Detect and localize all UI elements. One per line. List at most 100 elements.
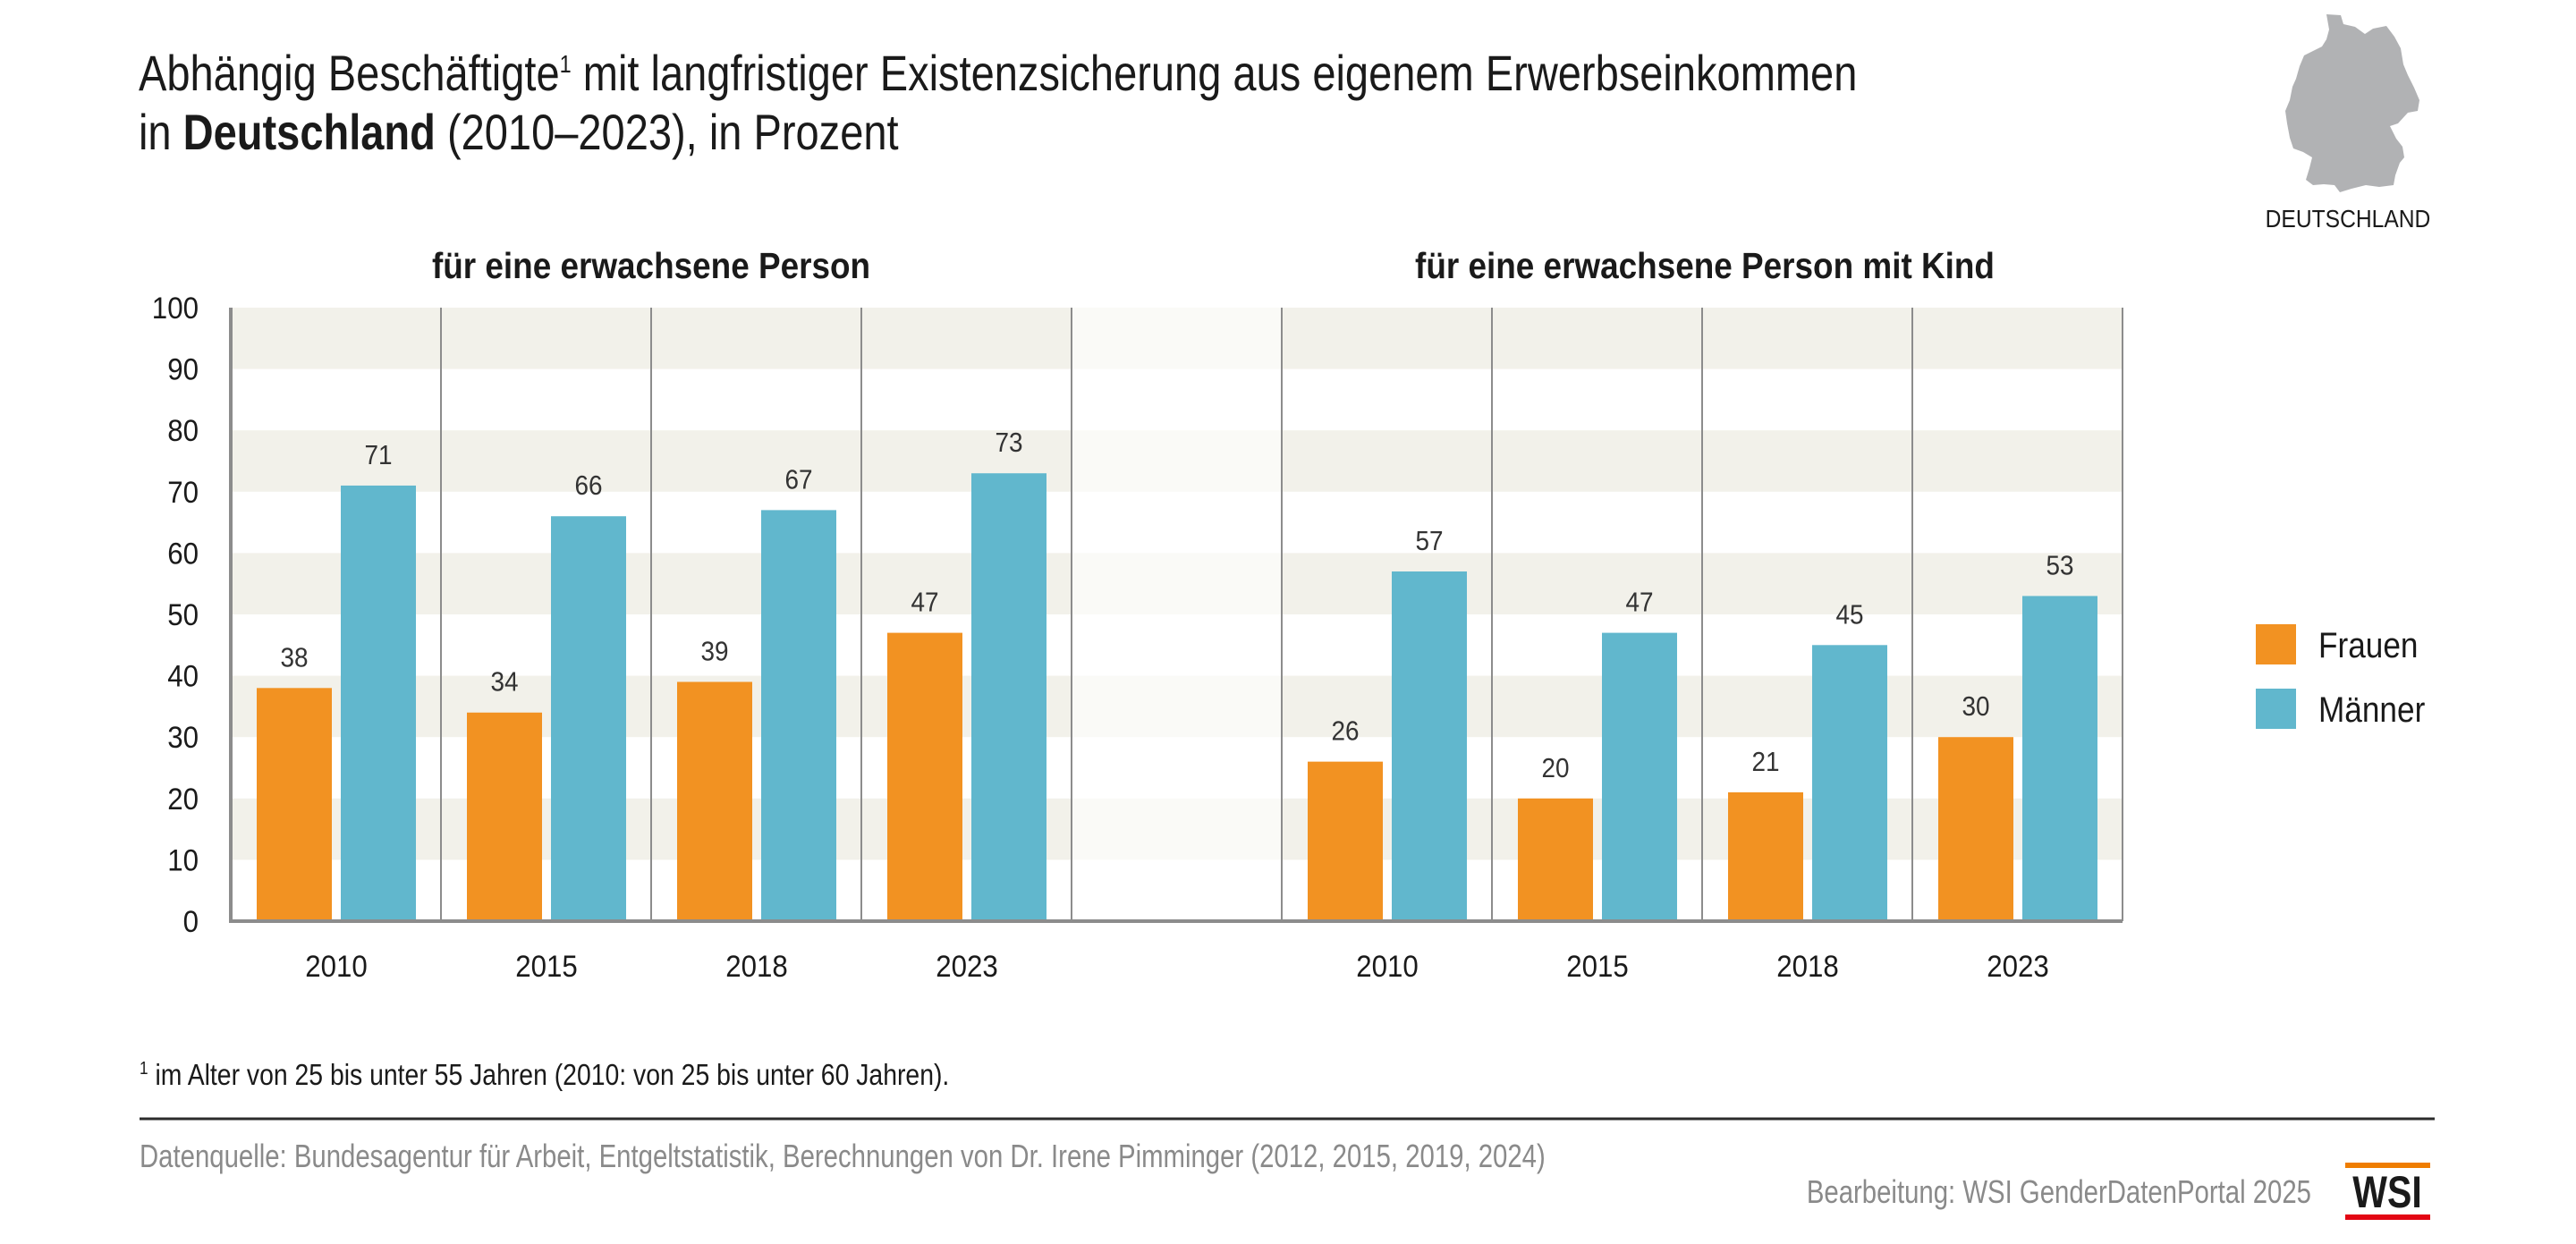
source-text: Datenquelle: Bundesagentur für Arbeit, E… xyxy=(140,1138,1546,1174)
x-tick-labels: 2010 2015 2018 2023 2010 2015 2018 2023 xyxy=(305,949,2049,984)
grid-band xyxy=(1072,430,1282,492)
bar-frauen-2015[interactable] xyxy=(1518,798,1593,921)
bar-frauen-2015[interactable] xyxy=(467,712,542,921)
bar-frauen-2018[interactable] xyxy=(677,681,752,921)
grid-band xyxy=(1072,798,1282,860)
x-tick-label: 2010 xyxy=(305,949,368,984)
y-tick-label: 100 xyxy=(152,291,199,326)
data-label: 47 xyxy=(911,587,938,618)
data-label: 26 xyxy=(1331,715,1359,747)
x-tick-label: 2023 xyxy=(1987,949,2049,984)
y-tick-label: 60 xyxy=(167,536,199,571)
data-label: 39 xyxy=(700,636,728,667)
data-label: 38 xyxy=(280,642,308,673)
y-tick-label: 0 xyxy=(183,904,199,939)
grid-band xyxy=(861,308,1072,369)
grid-band xyxy=(1492,308,1702,369)
y-tick-label: 50 xyxy=(167,597,199,632)
data-label: 45 xyxy=(1835,599,1863,630)
axes xyxy=(229,308,2123,923)
bar-frauen-2010[interactable] xyxy=(257,688,332,921)
bar-maenner-2015[interactable] xyxy=(1602,632,1677,921)
footnote: 1 im Alter von 25 bis unter 55 Jahren (2… xyxy=(140,1058,949,1092)
wsi-logo[interactable]: WSI xyxy=(2345,1163,2430,1220)
y-tick-labels: 0 10 20 30 40 50 60 70 80 90 100 xyxy=(152,291,199,939)
wsi-logo-red-bar xyxy=(2345,1214,2430,1220)
credit-text: Bearbeitung: WSI GenderDatenPortal 2025 xyxy=(1807,1173,2311,1210)
title-line-1: Abhängig Beschäftigte1 mit langfristiger… xyxy=(139,45,1857,101)
wsi-logo-text: WSI xyxy=(2352,1167,2421,1217)
bar-maenner-2010[interactable] xyxy=(1392,571,1467,921)
data-label: 34 xyxy=(490,666,518,698)
x-tick-label: 2015 xyxy=(1566,949,1629,984)
y-tick-label: 40 xyxy=(167,658,199,693)
grid-band xyxy=(1702,430,1912,492)
y-tick-label: 80 xyxy=(167,413,199,448)
bar-maenner-2023[interactable] xyxy=(971,473,1046,921)
bar-maenner-2010[interactable] xyxy=(341,485,416,921)
bar-maenner-2018[interactable] xyxy=(1812,645,1887,921)
bar-maenner-2023[interactable] xyxy=(2022,596,2097,921)
group-dividers xyxy=(440,308,2123,921)
grid-band xyxy=(1282,308,1492,369)
data-label: 57 xyxy=(1415,526,1443,557)
x-tick-label: 2023 xyxy=(936,949,998,984)
grid-band xyxy=(1282,430,1492,492)
data-label: 21 xyxy=(1751,747,1779,778)
grid-band xyxy=(231,308,441,369)
data-label: 47 xyxy=(1625,587,1653,618)
bar-maenner-2015[interactable] xyxy=(551,516,626,921)
grid-band xyxy=(1702,308,1912,369)
bar-frauen-2010[interactable] xyxy=(1308,761,1383,921)
panel-title-with-child: für eine erwachsene Person mit Kind xyxy=(1415,246,1995,286)
y-tick-label: 20 xyxy=(167,782,199,817)
legend-label-maenner: Männer xyxy=(2318,690,2425,730)
data-label: 20 xyxy=(1541,752,1569,783)
grid-band xyxy=(1912,308,2123,369)
grid-band xyxy=(1912,430,2123,492)
grid-band xyxy=(1492,553,1702,614)
grid-band xyxy=(1072,308,1282,369)
legend: Frauen Männer xyxy=(2256,624,2425,729)
bar-frauen-2023[interactable] xyxy=(1938,737,2013,921)
bar-frauen-2023[interactable] xyxy=(887,632,962,921)
data-label: 53 xyxy=(2046,550,2073,581)
grid-band xyxy=(1702,553,1912,614)
data-label: 71 xyxy=(364,440,392,471)
data-label: 73 xyxy=(995,427,1022,459)
grid-band xyxy=(651,430,861,492)
chart-title: Abhängig Beschäftigte1 mit langfristiger… xyxy=(139,45,1857,160)
grid-band xyxy=(651,308,861,369)
data-labels: 38 71 34 66 39 67 47 73 26 57 20 47 21 45 30 53 xyxy=(280,427,2073,783)
bar-maenner-2018[interactable] xyxy=(761,510,836,921)
legend-label-frauen: Frauen xyxy=(2318,625,2418,665)
bar-frauen-2018[interactable] xyxy=(1728,791,1803,921)
germany-map-icon: DEUTSCHLAND xyxy=(2266,14,2431,233)
x-tick-label: 2018 xyxy=(1776,949,1839,984)
legend-swatch-maenner xyxy=(2256,689,2296,729)
x-tick-label: 2015 xyxy=(515,949,578,984)
x-tick-label: 2018 xyxy=(725,949,788,984)
map-caption: DEUTSCHLAND xyxy=(2266,205,2431,233)
y-tick-label: 10 xyxy=(167,842,199,877)
data-label: 67 xyxy=(784,464,812,495)
grid-band xyxy=(231,430,441,492)
x-tick-label: 2010 xyxy=(1356,949,1419,984)
wsi-logo-orange-bar xyxy=(2345,1163,2430,1168)
legend-item-maenner[interactable]: Männer xyxy=(2256,689,2425,729)
legend-item-frauen[interactable]: Frauen xyxy=(2256,624,2418,664)
panel-title-single: für eine erwachsene Person xyxy=(432,246,870,286)
y-tick-label: 90 xyxy=(167,351,199,386)
grid-band xyxy=(1072,675,1282,738)
grid-band xyxy=(1072,553,1282,614)
y-tick-label: 70 xyxy=(167,475,199,510)
grid-band xyxy=(441,430,651,492)
grid-band xyxy=(1492,430,1702,492)
bars xyxy=(257,473,2097,921)
grid-band xyxy=(441,308,651,369)
legend-swatch-frauen xyxy=(2256,624,2296,664)
data-label: 66 xyxy=(574,470,602,502)
title-line-2: in Deutschland (2010–2023), in Prozent xyxy=(139,104,899,160)
y-tick-label: 30 xyxy=(167,720,199,755)
